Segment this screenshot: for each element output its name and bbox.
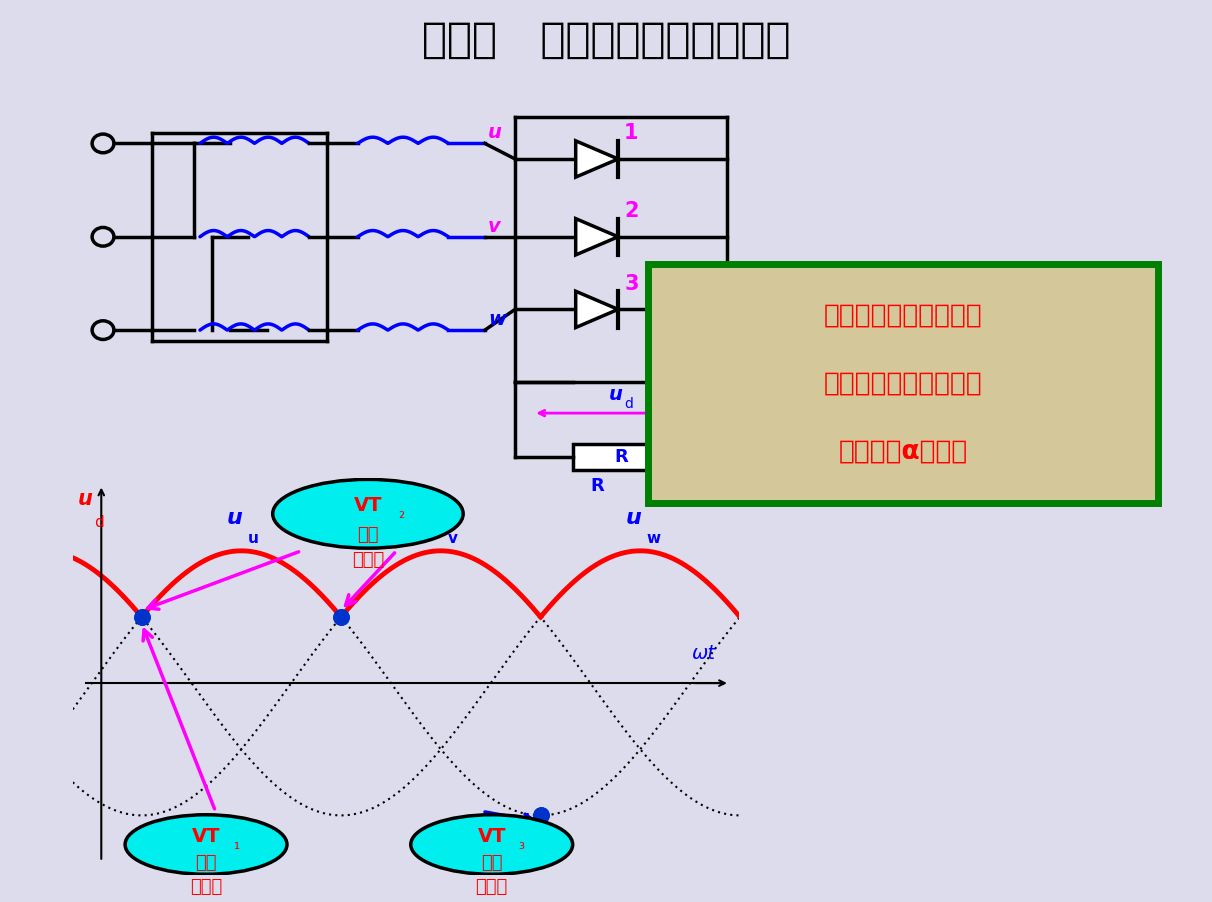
Text: 控制: 控制 [358,526,378,544]
Text: u: u [78,489,92,509]
Ellipse shape [411,815,573,874]
Polygon shape [576,141,618,177]
Text: 换相点就是可控整流电: 换相点就是可控整流电 [824,371,982,396]
Text: R: R [591,477,605,495]
Text: VT: VT [354,496,382,515]
Text: v: v [487,216,501,235]
Text: 2: 2 [624,201,639,221]
Text: 不可控整流电路的自然: 不可控整流电路的自然 [824,302,982,328]
Text: d: d [624,397,633,411]
FancyBboxPatch shape [572,444,669,470]
Text: 1: 1 [624,124,639,143]
Text: d: d [679,489,687,502]
Text: 控制: 控制 [195,854,217,872]
Text: R: R [614,448,628,466]
Text: 角起点: 角起点 [475,878,508,896]
Ellipse shape [273,479,463,548]
Polygon shape [576,291,618,327]
Text: VT: VT [478,827,505,846]
Text: w: w [647,531,661,546]
Text: u: u [610,385,623,404]
Text: ωt: ωt [692,644,716,663]
Text: u: u [487,124,502,143]
Text: 角起点: 角起点 [190,878,222,896]
Text: d: d [751,463,760,475]
Text: u: u [427,509,442,529]
Text: i: i [664,477,670,495]
Ellipse shape [125,815,287,874]
Text: u: u [625,509,642,529]
Text: w: w [487,310,505,329]
FancyBboxPatch shape [647,264,1159,502]
Text: v: v [447,531,457,546]
Text: 第一节   三相半波可控整流电路: 第一节 三相半波可控整流电路 [422,19,790,60]
Text: u: u [248,531,259,546]
Text: 控制: 控制 [481,854,503,872]
Text: ₂: ₂ [399,506,405,521]
Polygon shape [576,218,618,255]
Text: 角起点: 角起点 [351,551,384,569]
Text: ₃: ₃ [519,837,525,852]
Text: 3: 3 [624,273,639,294]
Text: d: d [93,515,103,530]
Text: 路控制角α的起点: 路控制角α的起点 [839,438,967,465]
Text: VT: VT [191,827,221,846]
Text: i: i [736,451,743,469]
Text: ₁: ₁ [233,837,239,852]
Text: u: u [227,509,242,529]
